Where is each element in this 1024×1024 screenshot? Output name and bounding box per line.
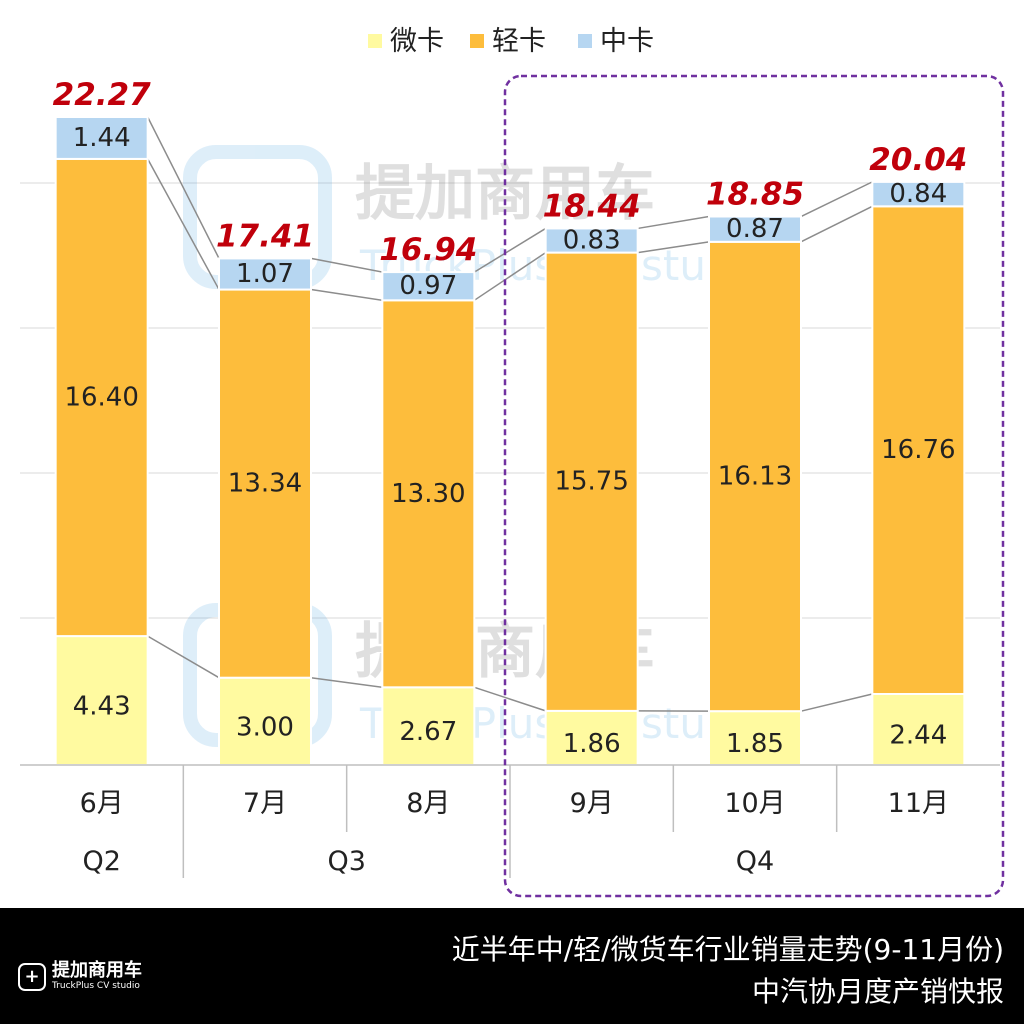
bar-微卡-7月 — [218, 676, 312, 767]
footer-bar: + 提加商用车 TruckPlus CV studio 近半年中/轻/微货车行业… — [0, 908, 1024, 1024]
footer-logo: + 提加商用车 TruckPlus CV studio — [18, 962, 142, 991]
bar-中卡-7月 — [218, 257, 312, 291]
connector-line — [147, 635, 220, 679]
connector-line — [474, 686, 546, 712]
bar-微卡-9月 — [544, 709, 639, 767]
connector-line — [800, 205, 873, 243]
x-tick-label: 8月 — [406, 788, 450, 819]
connector-line — [147, 158, 220, 290]
q4-highlight-box — [503, 74, 1005, 898]
logo-cn-text: 提加商用车 — [52, 960, 142, 981]
connector-line — [473, 227, 547, 273]
legend-light-truck-label: 轻卡 — [492, 26, 546, 57]
connector-line — [310, 288, 383, 302]
total-label: 20.04 — [869, 142, 967, 178]
data-label: 13.34 — [228, 469, 302, 499]
quarter-label: Q3 — [327, 846, 365, 877]
logo-en-text: TruckPlus CV studio — [52, 981, 140, 991]
data-label: 2.67 — [399, 717, 457, 747]
bar-微卡-8月 — [381, 686, 476, 766]
data-label: 16.13 — [718, 461, 792, 491]
connector-line — [637, 241, 710, 254]
total-label: 22.27 — [53, 77, 151, 113]
bar-中卡-6月 — [54, 116, 149, 160]
bar-中卡-10月 — [708, 215, 802, 243]
data-label: 16.76 — [881, 435, 955, 465]
bar-微卡-10月 — [708, 710, 802, 767]
data-label: 0.97 — [399, 271, 457, 301]
bar-轻卡-8月 — [381, 299, 476, 689]
legend-medium-truck-label: 中卡 — [600, 26, 654, 57]
x-tick-label: 11月 — [888, 788, 949, 819]
x-tick-label: 7月 — [243, 788, 287, 819]
bar-轻卡-7月 — [218, 288, 312, 679]
connector-line — [473, 251, 547, 301]
x-tick-label: 9月 — [570, 788, 614, 819]
data-label: 1.07 — [236, 259, 294, 289]
total-label: 16.94 — [379, 232, 477, 268]
data-label: 1.85 — [726, 729, 784, 759]
data-label: 13.30 — [391, 479, 465, 509]
footer-subtitle: 中汽协月度产销快报 — [751, 975, 1004, 1008]
bar-中卡-11月 — [871, 180, 966, 208]
connector-line — [637, 215, 710, 230]
bar-微卡-6月 — [54, 635, 149, 766]
connector-line — [146, 116, 220, 259]
data-label: 1.44 — [73, 123, 131, 153]
x-tick-label: 10月 — [724, 788, 785, 819]
data-label: 0.87 — [726, 214, 784, 244]
quarter-label: Q2 — [82, 846, 120, 877]
data-label: 4.43 — [73, 692, 131, 722]
connector-line — [310, 676, 383, 689]
data-label: 3.00 — [236, 712, 294, 742]
logo-icon: + — [18, 962, 46, 991]
legend-micro-truck-swatch — [368, 34, 382, 48]
bar-微卡-11月 — [871, 693, 966, 767]
bar-中卡-8月 — [381, 271, 476, 302]
connector-line — [310, 257, 383, 273]
legend-medium-truck-swatch — [578, 34, 592, 48]
data-label: 1.86 — [563, 729, 621, 759]
legend-light-truck-swatch — [470, 34, 484, 48]
x-tick-label: 6月 — [80, 788, 124, 819]
footer-title: 近半年中/轻/微货车行业销量走势(9-11月份) — [451, 933, 1004, 966]
legend-micro-truck-label: 微卡 — [390, 26, 444, 57]
data-label: 16.40 — [64, 382, 138, 412]
total-label: 18.85 — [706, 177, 804, 213]
total-label: 17.41 — [216, 218, 314, 254]
data-label: 0.83 — [563, 226, 621, 256]
data-label: 15.75 — [554, 467, 628, 497]
connector-line — [800, 181, 873, 218]
data-label: 0.84 — [889, 179, 947, 209]
data-label: 2.44 — [889, 721, 947, 751]
bar-轻卡-11月 — [871, 205, 966, 696]
bar-轻卡-9月 — [544, 251, 639, 712]
bar-中卡-9月 — [544, 227, 639, 254]
total-label: 18.44 — [543, 188, 641, 224]
connector-line — [800, 693, 873, 712]
quarter-label: Q4 — [736, 846, 774, 877]
bar-轻卡-10月 — [708, 240, 802, 713]
